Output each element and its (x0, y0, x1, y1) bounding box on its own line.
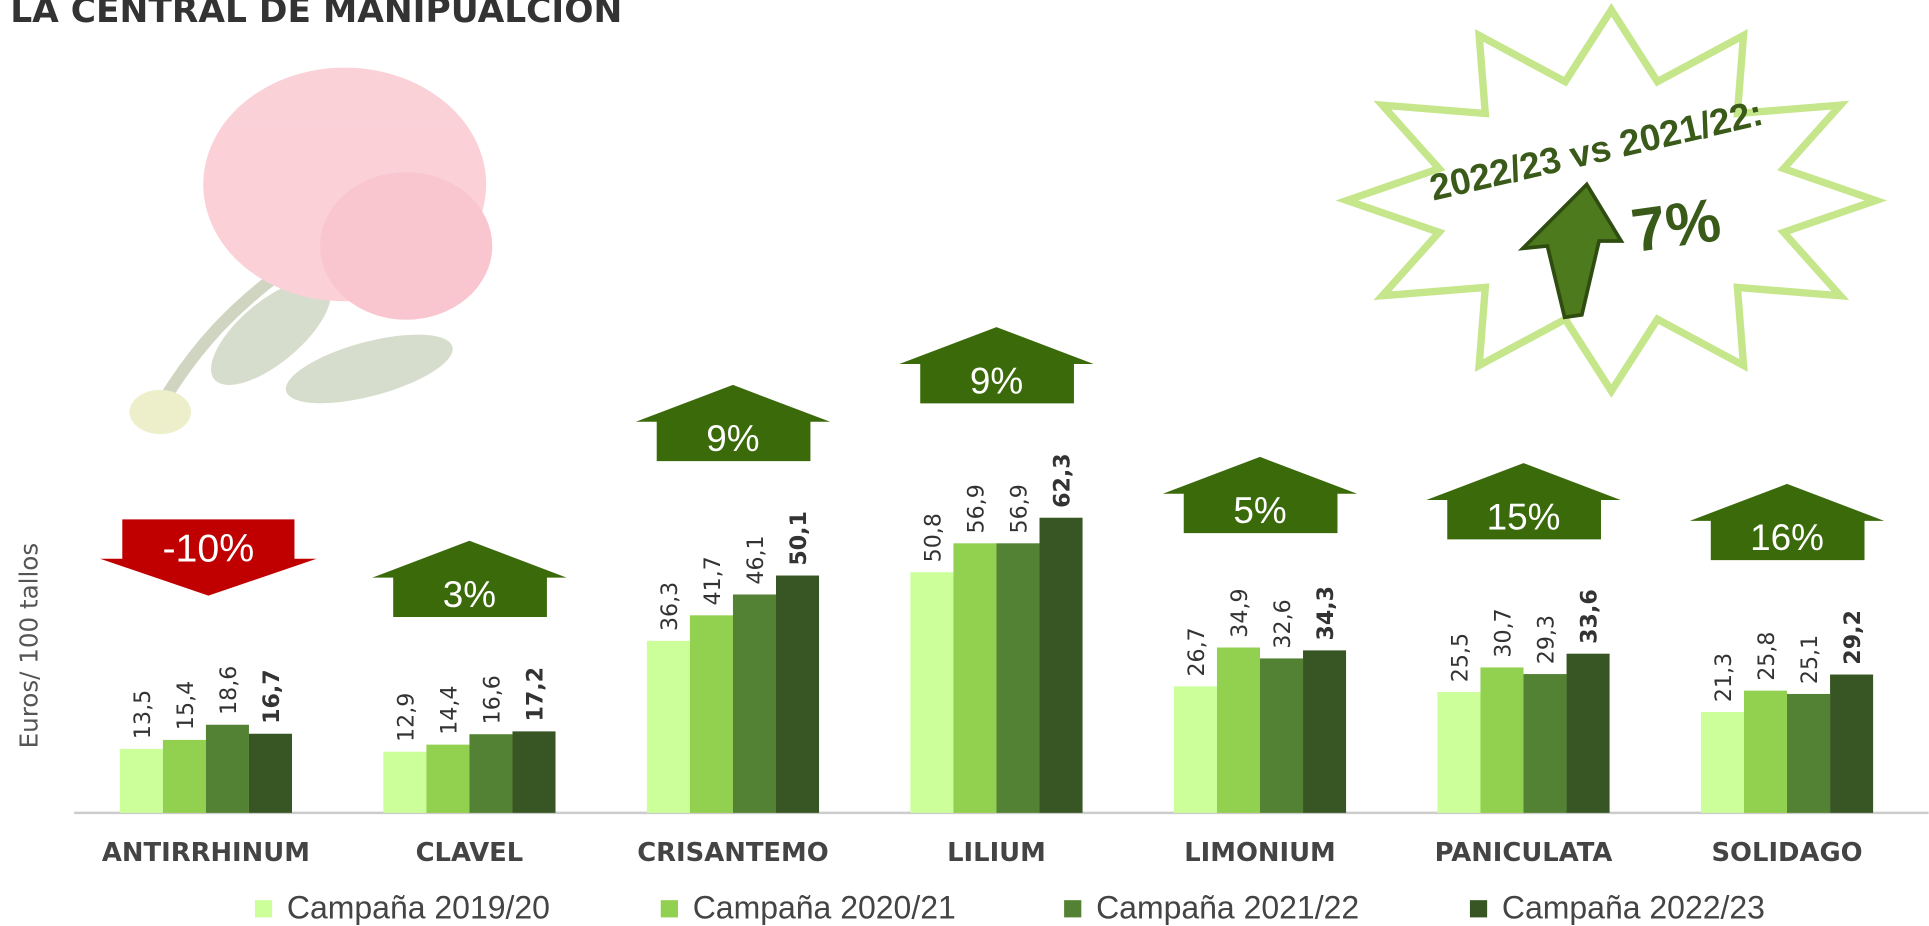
value-label: 36,3 (657, 582, 683, 631)
x-tick-label: SOLIDAGO (1711, 838, 1862, 868)
legend-label: Campaña 2022/23 (1502, 889, 1765, 925)
bar (469, 734, 512, 813)
value-label: 25,5 (1448, 633, 1474, 682)
legend-label: Campaña 2021/22 (1096, 889, 1359, 925)
bar (383, 752, 426, 813)
highlight-badge: 2022/23 vs 2021/22: 7% (1347, 10, 1876, 391)
bar (910, 572, 953, 813)
value-label: 62,3 (1050, 453, 1076, 508)
change-label: 5% (1233, 490, 1286, 531)
value-label: 32,6 (1270, 599, 1296, 648)
x-tick-label: CLAVEL (416, 838, 524, 868)
value-label: 30,7 (1491, 608, 1517, 657)
chart: LA CENTRAL DE MANIPUALCION Euros/ 100 ta… (0, 0, 1929, 926)
value-label: 41,7 (700, 556, 726, 605)
value-label: 25,1 (1797, 635, 1823, 684)
bar (1830, 675, 1873, 813)
bar (776, 576, 819, 813)
bar (1260, 658, 1303, 812)
bar (206, 725, 249, 813)
x-tick-label: ANTIRRHINUM (102, 838, 310, 868)
flower-illustration (130, 68, 493, 434)
x-tick-label: LILIUM (947, 838, 1046, 868)
bar (1567, 654, 1610, 813)
legend-swatch (1064, 900, 1081, 917)
bar (1744, 691, 1787, 813)
value-label: 29,2 (1840, 610, 1866, 665)
value-label: 26,7 (1184, 627, 1210, 676)
change-label: 16% (1750, 517, 1824, 558)
bar (1174, 686, 1217, 812)
starburst (1347, 10, 1876, 391)
change-label: 9% (706, 418, 759, 459)
bar (996, 543, 1039, 813)
value-label: 34,3 (1313, 586, 1339, 641)
highlight-value: 7% (1627, 185, 1725, 266)
change-label: 9% (970, 360, 1023, 401)
bar (120, 749, 163, 813)
value-label: 14,4 (437, 686, 463, 735)
value-label: 21,3 (1711, 653, 1737, 702)
bar (1787, 694, 1830, 813)
bar (512, 731, 555, 812)
bar (426, 745, 469, 813)
change-label: 15% (1487, 496, 1561, 537)
legend-swatch (661, 900, 678, 917)
value-label: 15,4 (173, 681, 199, 730)
x-tick-label: PANICULATA (1435, 838, 1613, 868)
chart-title: LA CENTRAL DE MANIPUALCION (10, 0, 622, 31)
bar (647, 641, 690, 813)
value-label: 13,5 (130, 690, 156, 739)
value-label: 34,9 (1227, 588, 1253, 637)
value-label: 25,8 (1754, 632, 1780, 681)
bar (953, 543, 996, 813)
value-label: 16,6 (480, 675, 506, 724)
bar (1524, 674, 1567, 813)
value-label: 56,9 (1007, 484, 1033, 533)
legend-label: Campaña 2020/21 (693, 889, 956, 925)
value-label: 50,1 (786, 511, 812, 566)
bar (690, 615, 733, 813)
value-label: 29,3 (1534, 615, 1560, 664)
x-tick-label: LIMONIUM (1184, 838, 1336, 868)
bar (1303, 650, 1346, 812)
change-label: 3% (443, 574, 496, 615)
bar (1701, 712, 1744, 813)
change-label: -10% (162, 527, 254, 571)
bar (249, 734, 292, 813)
value-label: 50,8 (921, 513, 947, 562)
value-label: 16,7 (259, 669, 285, 724)
bar (1040, 518, 1083, 813)
y-axis-label: Euros/ 100 tallos (14, 543, 43, 749)
legend-swatch (255, 900, 272, 917)
bar (1217, 648, 1260, 813)
legend-label: Campaña 2019/20 (287, 889, 550, 925)
value-label: 46,1 (743, 535, 769, 584)
x-tick-label: CRISANTEMO (637, 838, 828, 868)
value-label: 18,6 (216, 666, 242, 715)
value-label: 33,6 (1577, 589, 1603, 644)
bar (733, 594, 776, 812)
value-label: 56,9 (964, 484, 990, 533)
value-label: 17,2 (523, 667, 549, 722)
bar (1480, 667, 1523, 812)
bar (1437, 692, 1480, 813)
legend-swatch (1470, 900, 1487, 917)
bar (163, 740, 206, 813)
value-label: 12,9 (393, 693, 419, 742)
